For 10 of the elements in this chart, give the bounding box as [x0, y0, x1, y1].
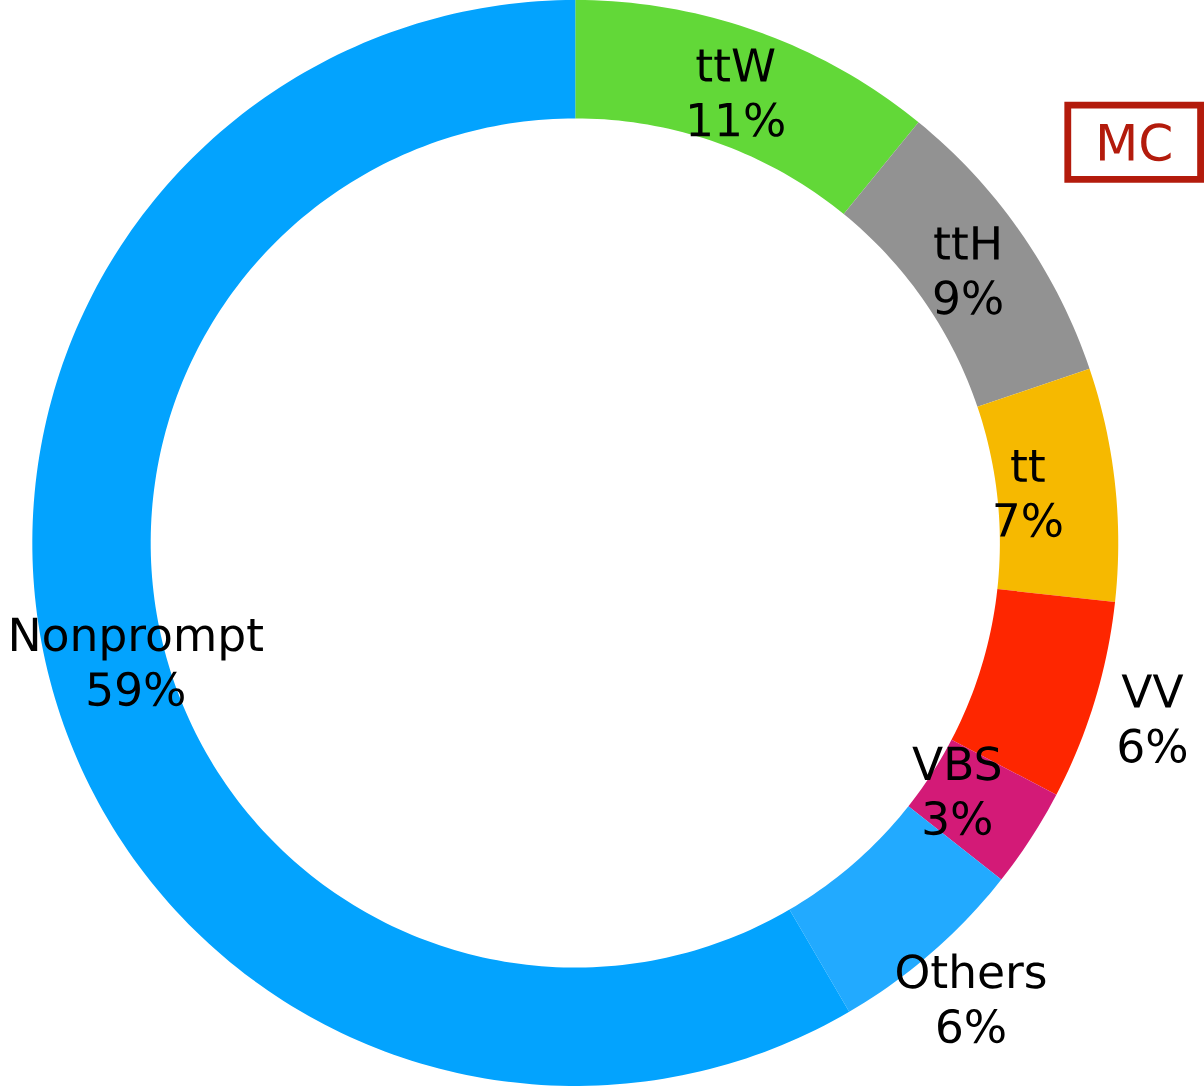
slice-label: tt	[1011, 449, 1045, 482]
data-label: 9%	[934, 280, 1002, 315]
slice-label: ttH	[934, 226, 999, 260]
data-label: 3%	[924, 800, 991, 836]
data-label: 6%	[938, 1008, 1005, 1044]
data-label: 6%	[1119, 728, 1187, 763]
data-label: 11%	[690, 102, 784, 137]
text: MC	[1100, 123, 1171, 162]
slice-label: VV	[1121, 674, 1184, 708]
slice-label: ttW	[696, 48, 775, 82]
